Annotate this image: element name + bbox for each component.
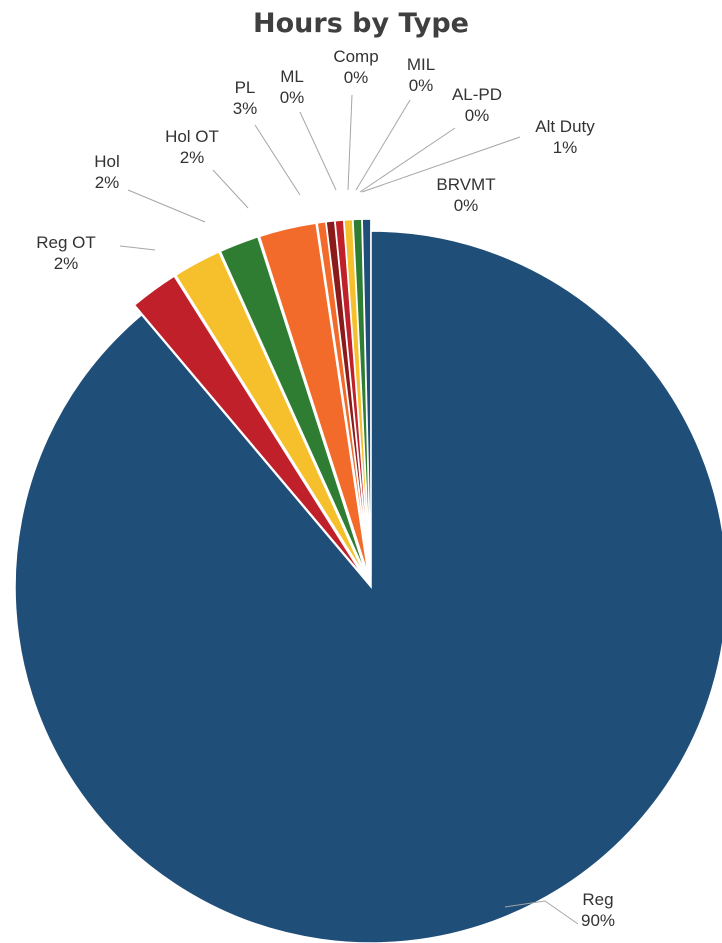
slice-label-hol-ot: Hol OT xyxy=(165,127,219,146)
slice-label-alt-duty: Alt Duty xyxy=(535,117,595,136)
leader-line-reg-ot xyxy=(119,245,156,251)
leader-line-reg xyxy=(504,900,579,925)
chart-title: Hours by Type xyxy=(253,8,469,39)
leader-line-mil xyxy=(355,99,411,191)
leader-line-ml xyxy=(299,111,337,191)
pie-slice-reg xyxy=(14,230,722,943)
pie-slice-hol-ot xyxy=(219,235,368,577)
slice-label-reg: Reg xyxy=(582,890,613,909)
slice-pct-hol-ot: 2% xyxy=(180,148,205,167)
slice-label-comp: Comp xyxy=(333,47,378,66)
slice-label-pl: PL xyxy=(235,78,256,97)
slice-labels: Reg 90% Reg OT 2% Hol 2% Hol OT 2% PL 3% ML 0% Comp 0… xyxy=(36,47,615,930)
leader-line-alt-duty xyxy=(361,136,521,193)
pie-slice-pl xyxy=(258,222,370,576)
leader-line-hol-ot xyxy=(212,169,249,209)
slice-pct-alt-duty: 1% xyxy=(553,138,578,157)
slice-label-al-pd: AL-PD xyxy=(452,85,502,104)
leader-line-pl xyxy=(254,124,301,196)
leader-lines xyxy=(119,94,579,925)
slice-label-reg-ot: Reg OT xyxy=(36,233,96,252)
slice-label-hol: Hol xyxy=(94,152,120,171)
slice-pct-reg: 90% xyxy=(581,911,615,930)
slice-label-ml: ML xyxy=(280,67,304,86)
slice-pct-reg-ot: 2% xyxy=(54,254,79,273)
pie-slice-reg-ot xyxy=(133,275,365,578)
slice-pct-brvmt: 0% xyxy=(454,196,479,215)
slice-pct-al-pd: 0% xyxy=(465,106,490,125)
slice-label-mil: MIL xyxy=(407,55,435,74)
slice-pct-hol: 2% xyxy=(95,173,120,192)
leader-line-al-pd xyxy=(359,127,456,193)
slice-pct-mil: 0% xyxy=(409,76,434,95)
slice-label-brvmt: BRVMT xyxy=(436,175,495,194)
slice-pct-ml: 0% xyxy=(280,88,305,107)
pie-slice-brvmt xyxy=(361,218,372,576)
slice-pct-comp: 0% xyxy=(344,68,369,87)
slice-pct-pl: 3% xyxy=(233,99,258,118)
pie-slice-hol xyxy=(174,250,367,577)
leader-line-hol xyxy=(127,189,206,223)
leader-line-comp xyxy=(347,94,353,191)
pie-slices xyxy=(14,218,722,943)
